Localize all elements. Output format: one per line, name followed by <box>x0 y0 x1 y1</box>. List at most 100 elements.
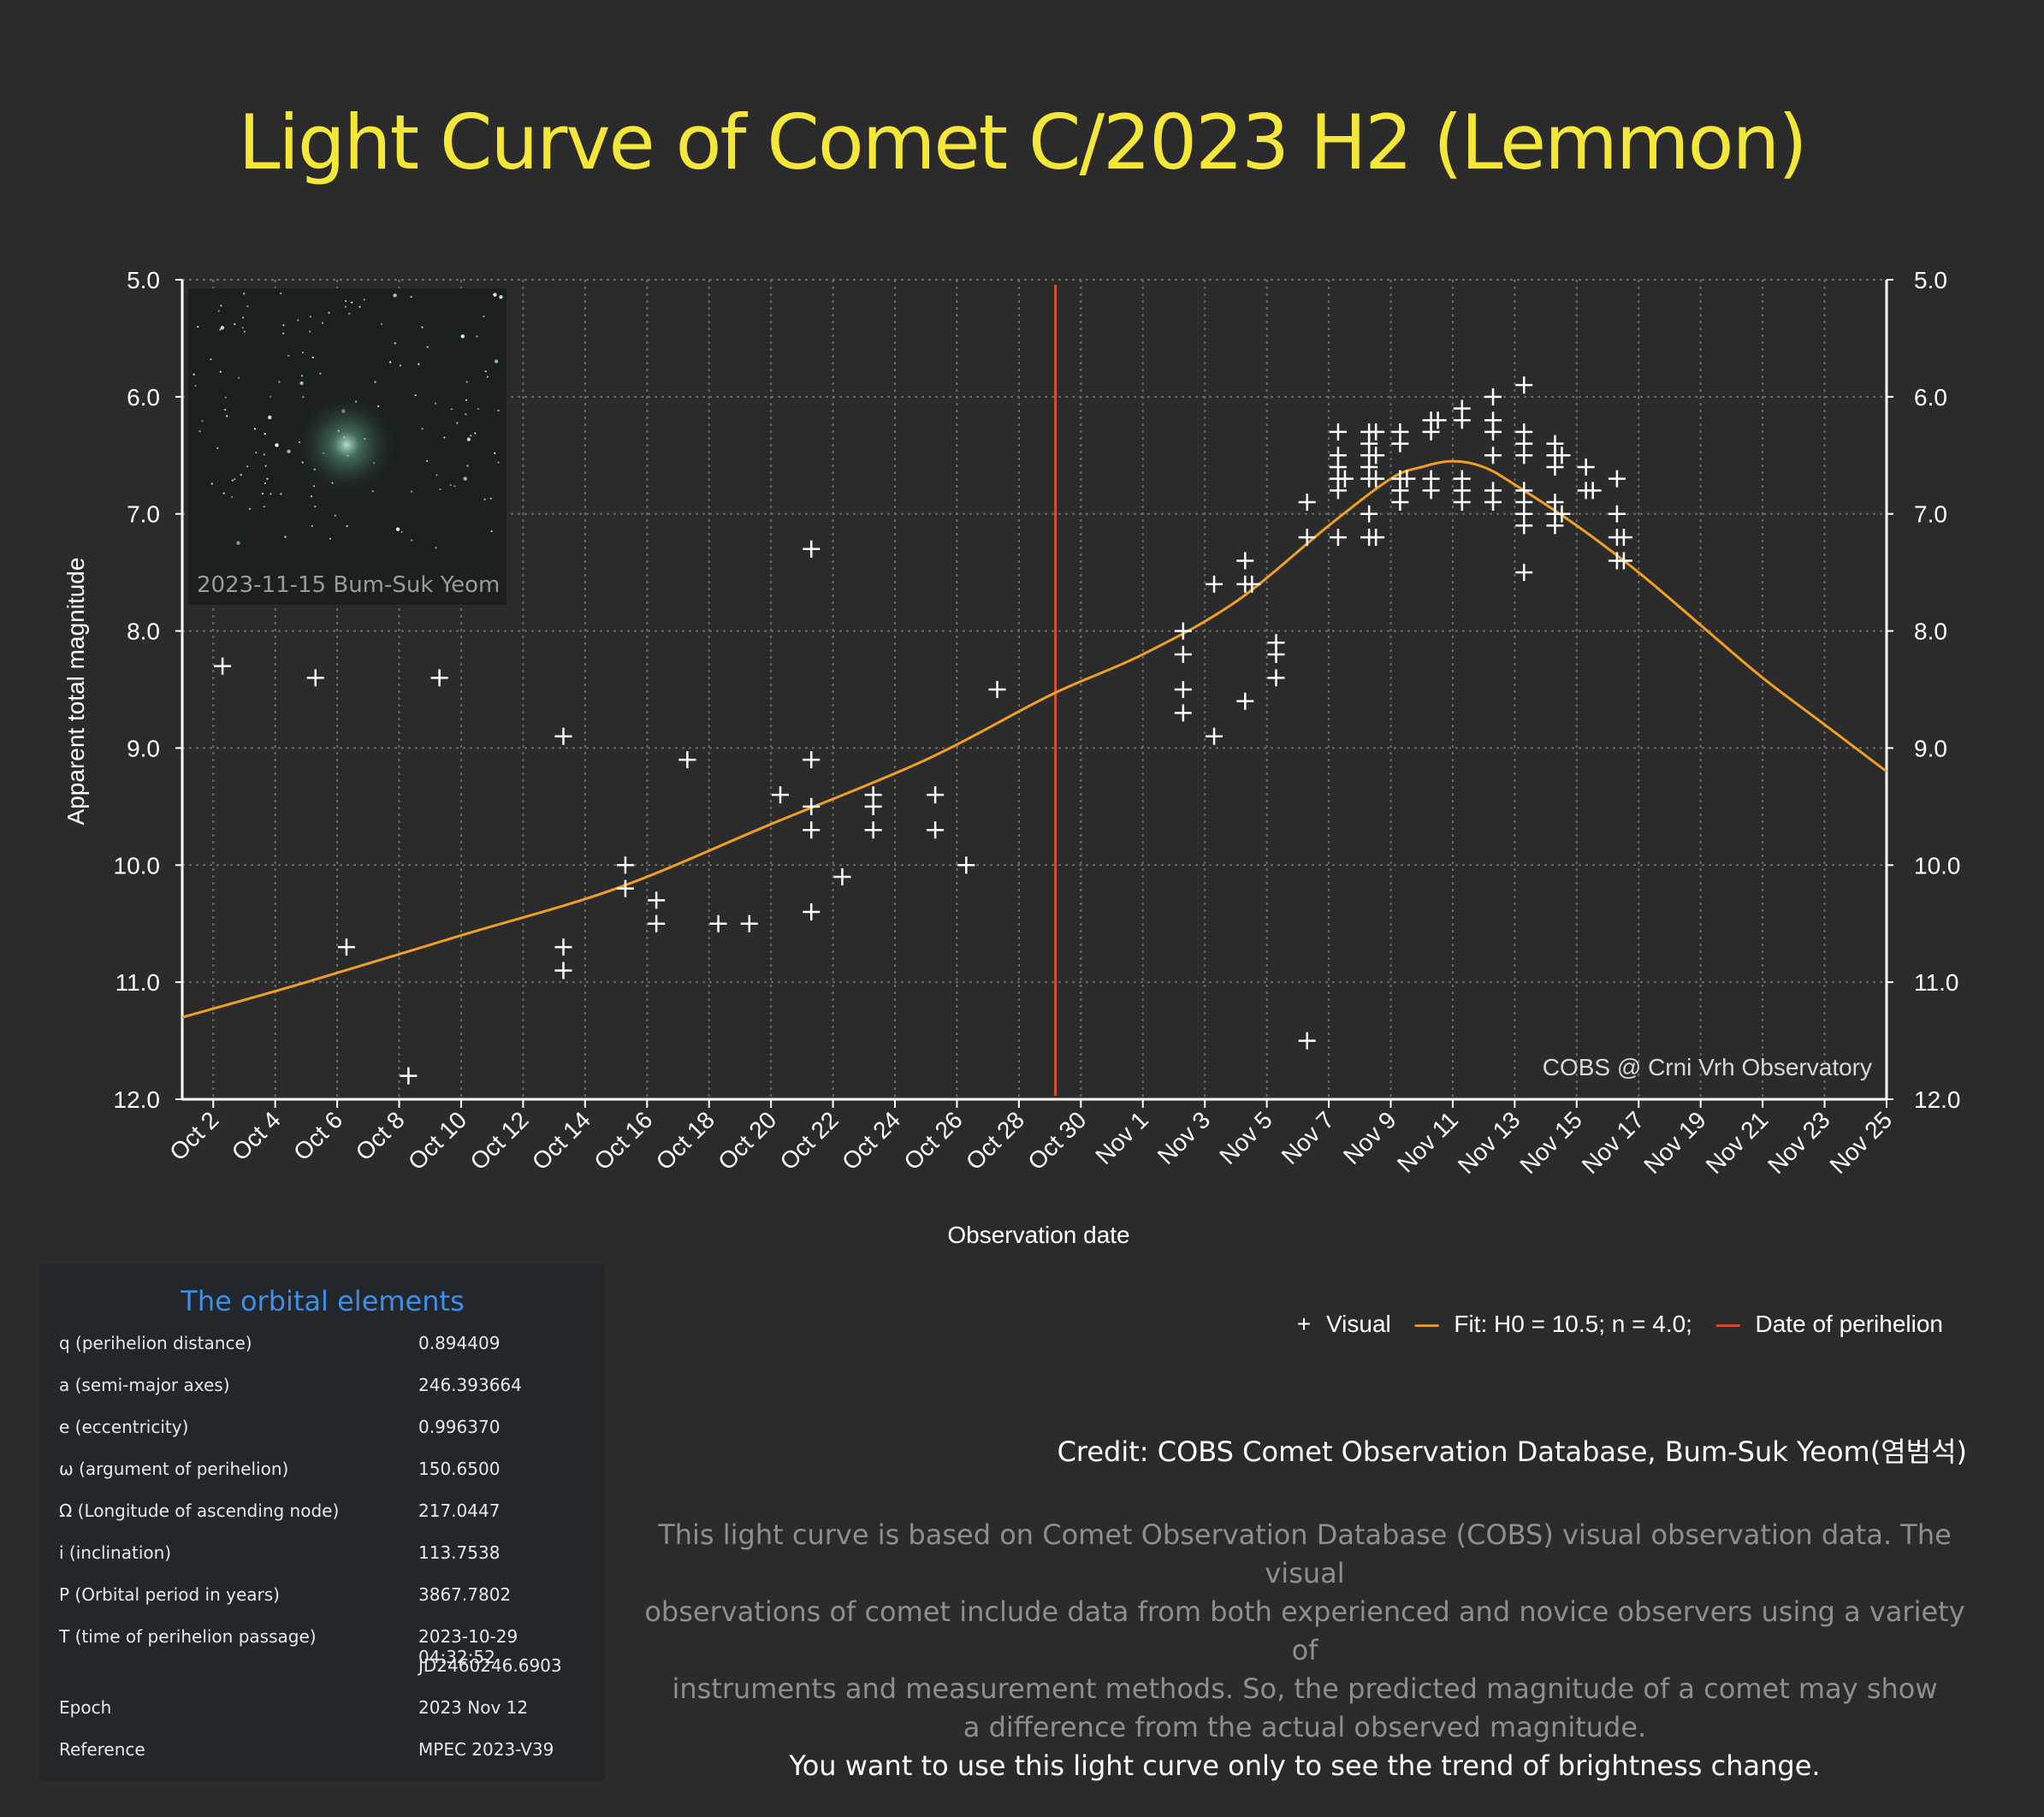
star <box>494 452 496 454</box>
star <box>358 305 361 308</box>
visual-point <box>864 797 882 815</box>
star <box>483 498 486 500</box>
star <box>297 319 299 322</box>
visual-point <box>1206 575 1223 593</box>
orbital-element-value: 2023 Nov 12 <box>418 1697 529 1718</box>
star <box>449 484 452 487</box>
x-tick-label: Nov 3 <box>1152 1106 1216 1169</box>
star <box>246 465 249 468</box>
comet-image <box>295 394 398 496</box>
visual-point <box>1267 669 1285 687</box>
orbital-element-value: 3867.7802 <box>418 1584 512 1605</box>
x-tick-label: Nov 15 <box>1514 1106 1587 1179</box>
chart-legend: + Visual — Fit: H0 = 10.5; n = 4.0; — Da… <box>1289 1311 1943 1338</box>
visual-point <box>1584 482 1602 500</box>
disclaimer-note: This light curve is based on Comet Obser… <box>633 1516 1976 1785</box>
star <box>309 330 311 333</box>
star <box>489 497 492 500</box>
y-tick-label-right: 10.0 <box>1914 852 1961 879</box>
visual-point <box>803 903 821 921</box>
x-tick-label: Oct 16 <box>589 1106 657 1175</box>
y-tick-label: 8.0 <box>127 618 160 645</box>
orbital-element-label: e (eccentricity) <box>59 1417 189 1437</box>
star <box>268 415 272 420</box>
star <box>477 407 479 411</box>
visual-point <box>1329 529 1347 547</box>
orbital-element-value: 0.894409 <box>418 1333 501 1353</box>
visual-point <box>1484 388 1502 405</box>
orbital-element-value: 150.6500 <box>418 1459 501 1479</box>
visual-point <box>803 797 821 815</box>
visual-point <box>554 962 572 980</box>
y-tick-label: 9.0 <box>127 735 160 761</box>
visual-point <box>554 727 572 745</box>
star <box>287 449 291 453</box>
star <box>224 408 227 411</box>
star <box>284 536 287 538</box>
visual-point <box>1515 564 1533 582</box>
note-line: observations of comet include data from … <box>644 1595 1965 1666</box>
visual-point <box>1546 517 1564 535</box>
orbital-element-value2: JD2460246.6903 <box>418 1655 562 1676</box>
star <box>275 443 279 447</box>
star <box>371 490 374 493</box>
visual-point <box>1174 681 1192 698</box>
star <box>198 430 201 433</box>
x-tick-label: Nov 1 <box>1090 1106 1153 1169</box>
star <box>466 465 469 467</box>
star <box>411 539 413 542</box>
star <box>237 376 240 379</box>
orbital-element-value: 0.996370 <box>418 1417 501 1437</box>
visual-point <box>1243 575 1261 593</box>
star <box>450 408 453 411</box>
visual-point <box>1429 411 1447 429</box>
star <box>374 381 376 383</box>
star <box>264 433 266 435</box>
star <box>439 488 441 491</box>
visual-point <box>648 914 666 932</box>
star <box>321 322 323 324</box>
y-tick-label-right: 5.0 <box>1914 267 1947 293</box>
visual-point <box>337 938 355 956</box>
star <box>193 373 195 376</box>
visual-point <box>772 786 790 804</box>
visual-point <box>1484 423 1502 441</box>
legend-perihelion: — Date of perihelion <box>1715 1311 1943 1337</box>
x-tick-label: Oct 14 <box>527 1106 595 1175</box>
star <box>470 435 472 437</box>
star <box>465 399 468 401</box>
star <box>311 356 314 358</box>
star <box>328 311 330 314</box>
x-tick-label: Nov 5 <box>1214 1106 1277 1169</box>
visual-point <box>1484 447 1502 465</box>
star <box>216 447 219 450</box>
star <box>230 495 234 499</box>
visual-point <box>1236 552 1254 570</box>
star <box>435 547 437 549</box>
visual-point <box>648 891 666 909</box>
star <box>300 375 304 377</box>
star <box>344 305 347 308</box>
visual-point <box>1422 470 1440 488</box>
star <box>312 485 316 488</box>
visual-point <box>1391 494 1409 512</box>
visual-point <box>1453 482 1471 500</box>
star <box>499 295 503 299</box>
x-tick-label: Nov 13 <box>1453 1106 1526 1179</box>
y-axis-label: Apparent total magnitude <box>62 558 89 826</box>
visual-point <box>214 657 232 675</box>
star <box>465 413 467 416</box>
star <box>418 363 420 365</box>
star <box>282 323 285 327</box>
note-line: This light curve is based on Comet Obser… <box>658 1518 1952 1589</box>
star <box>280 493 282 495</box>
y-tick-label: 5.0 <box>127 267 160 293</box>
star <box>270 395 272 398</box>
star <box>460 334 465 339</box>
visual-point <box>1336 470 1354 488</box>
star <box>217 310 220 312</box>
visual-point <box>1398 470 1416 488</box>
star <box>483 315 485 317</box>
visual-point <box>1515 376 1533 394</box>
star <box>345 299 347 302</box>
